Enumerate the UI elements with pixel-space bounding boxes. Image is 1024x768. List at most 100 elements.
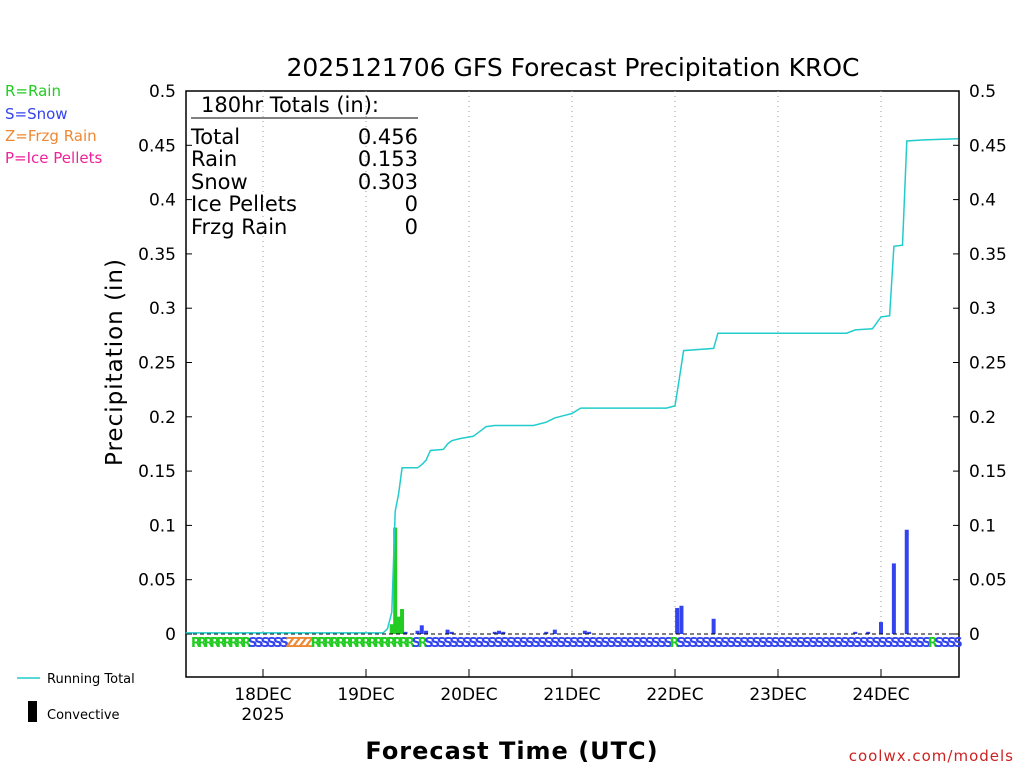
y-tick-label-left: 0.2 xyxy=(149,408,176,428)
ptype-letter: S xyxy=(512,636,521,651)
ptype-letter: S xyxy=(947,636,956,651)
precip-bar xyxy=(587,631,592,634)
ptype-letter: S xyxy=(689,636,698,651)
ptype-letter: S xyxy=(626,636,635,651)
ptype-letter: S xyxy=(890,636,899,651)
ptype-letter: S xyxy=(575,636,584,651)
precip-bar xyxy=(904,529,909,634)
ptype-letter: S xyxy=(941,636,950,651)
ptype-letter: S xyxy=(638,636,647,651)
ptype-letter: S xyxy=(897,636,906,651)
ptype-letter: S xyxy=(620,636,629,651)
ptype-letter: S xyxy=(494,636,503,651)
ptype-letter: S xyxy=(588,636,597,651)
ptype-letter: S xyxy=(456,636,465,651)
ptype-letter: S xyxy=(248,636,257,651)
ptype-letter: S xyxy=(903,636,912,651)
totals-box: 180hr Totals (in): Total 0.456 Rain 0.15… xyxy=(190,93,418,239)
ptype-letter: S xyxy=(871,636,880,651)
ptype-letter: Z xyxy=(292,636,301,651)
precip-bar xyxy=(853,631,858,634)
ptype-letter: R xyxy=(670,636,680,651)
y-tick-label-left: 0.35 xyxy=(138,245,176,265)
precip-bar xyxy=(866,631,871,634)
ptype-letter: R xyxy=(317,636,327,651)
y-tick-label-right: 0 xyxy=(969,625,980,645)
ptype-letter: S xyxy=(437,636,446,651)
ptype-letter: S xyxy=(632,636,641,651)
totals-value-snow: 0.303 xyxy=(358,170,418,194)
y-tick-label-left: 0.15 xyxy=(138,462,176,482)
ptype-letter: S xyxy=(739,636,748,651)
ptype-letter: S xyxy=(525,636,534,651)
ptype-letter: S xyxy=(834,636,843,651)
ptype-letter: R xyxy=(241,636,251,651)
precip-bar xyxy=(389,624,394,634)
y-tick-label-left: 0.1 xyxy=(149,516,176,536)
x-tick-label: 24DEC xyxy=(852,685,909,705)
ptype-letter: S xyxy=(557,636,566,651)
ptype-letter: S xyxy=(745,636,754,651)
ptype-letter: S xyxy=(443,636,452,651)
ptype-letter: S xyxy=(714,636,723,651)
y-tick-label-left: 0 xyxy=(165,625,176,645)
ptype-letter: S xyxy=(934,636,943,651)
ptype-letter: S xyxy=(481,636,490,651)
ptype-letter: S xyxy=(815,636,824,651)
ptype-letter: S xyxy=(424,636,433,651)
y-tick-label-right: 0.1 xyxy=(969,516,996,536)
precip-bar xyxy=(711,618,716,634)
ptype-letter: S xyxy=(645,636,654,651)
ptype-letter: S xyxy=(802,636,811,651)
ptype-letter: S xyxy=(771,636,780,651)
y-tick-label-right: 0.5 xyxy=(969,82,996,102)
ptype-letter: R xyxy=(928,636,938,651)
ptype-strip: RRRRRRRRRSSSSSSZZZZRRRRRRRRRRRRRRRRSRSSS… xyxy=(191,636,963,651)
ptype-letter: S xyxy=(683,636,692,651)
precip-bar xyxy=(415,630,420,634)
ptype-letter: R xyxy=(197,636,207,651)
ptype-letter: R xyxy=(361,636,371,651)
totals-value-ice-pellets: 0 xyxy=(405,192,418,216)
ptype-letter: S xyxy=(569,636,578,651)
y-tick-label-left: 0.4 xyxy=(149,191,176,211)
ptype-letter: R xyxy=(355,636,365,651)
x-tick-label: 19DEC xyxy=(337,685,394,705)
ptype-letter: Z xyxy=(298,636,307,651)
ptype-letter: R xyxy=(311,636,321,651)
precip-bar xyxy=(497,630,502,634)
ptype-letter: S xyxy=(922,636,931,651)
ptype-letter: R xyxy=(348,636,358,651)
x-tick-label: 21DEC xyxy=(543,685,600,705)
convective-legend-label: Convective xyxy=(47,708,120,723)
ptype-letter: S xyxy=(695,636,704,651)
legend-frzg-rain: Z=Frzg Rain xyxy=(5,127,97,145)
ptype-letter: S xyxy=(279,636,288,651)
plot-frame xyxy=(185,90,960,678)
ptype-letter: S xyxy=(500,636,509,651)
running-total-legend-label: Running Total xyxy=(47,672,135,687)
ptype-letter: S xyxy=(764,636,773,651)
ptype-letter: S xyxy=(519,636,528,651)
ptype-letter: S xyxy=(550,636,559,651)
y-tick-label-right: 0.25 xyxy=(969,354,1007,374)
chart-title: 2025121706 GFS Forecast Precipitation KR… xyxy=(287,53,860,82)
ptype-letter: R xyxy=(405,636,415,651)
ptype-letter: R xyxy=(386,636,396,651)
ptype-letter: R xyxy=(374,636,384,651)
y-tick-label-right: 0.45 xyxy=(969,136,1007,156)
ptype-letter: S xyxy=(783,636,792,651)
totals-value-frzg-rain: 0 xyxy=(405,215,418,239)
ptype-letter: R xyxy=(399,636,409,651)
ptype-letter: S xyxy=(651,636,660,651)
y-tick-label-right: 0.15 xyxy=(969,462,1007,482)
ptype-letter: R xyxy=(342,636,352,651)
totals-label-ice-pellets: Ice Pellets xyxy=(191,192,297,216)
ptype-letter: R xyxy=(323,636,333,651)
ptype-letter: R xyxy=(367,636,377,651)
x-tick-label: 23DEC xyxy=(749,685,806,705)
totals-label-frzg-rain: Frzg Rain xyxy=(191,215,287,239)
ptype-letter: S xyxy=(727,636,736,651)
ptype-letter: S xyxy=(853,636,862,651)
precip-bar xyxy=(393,527,398,634)
